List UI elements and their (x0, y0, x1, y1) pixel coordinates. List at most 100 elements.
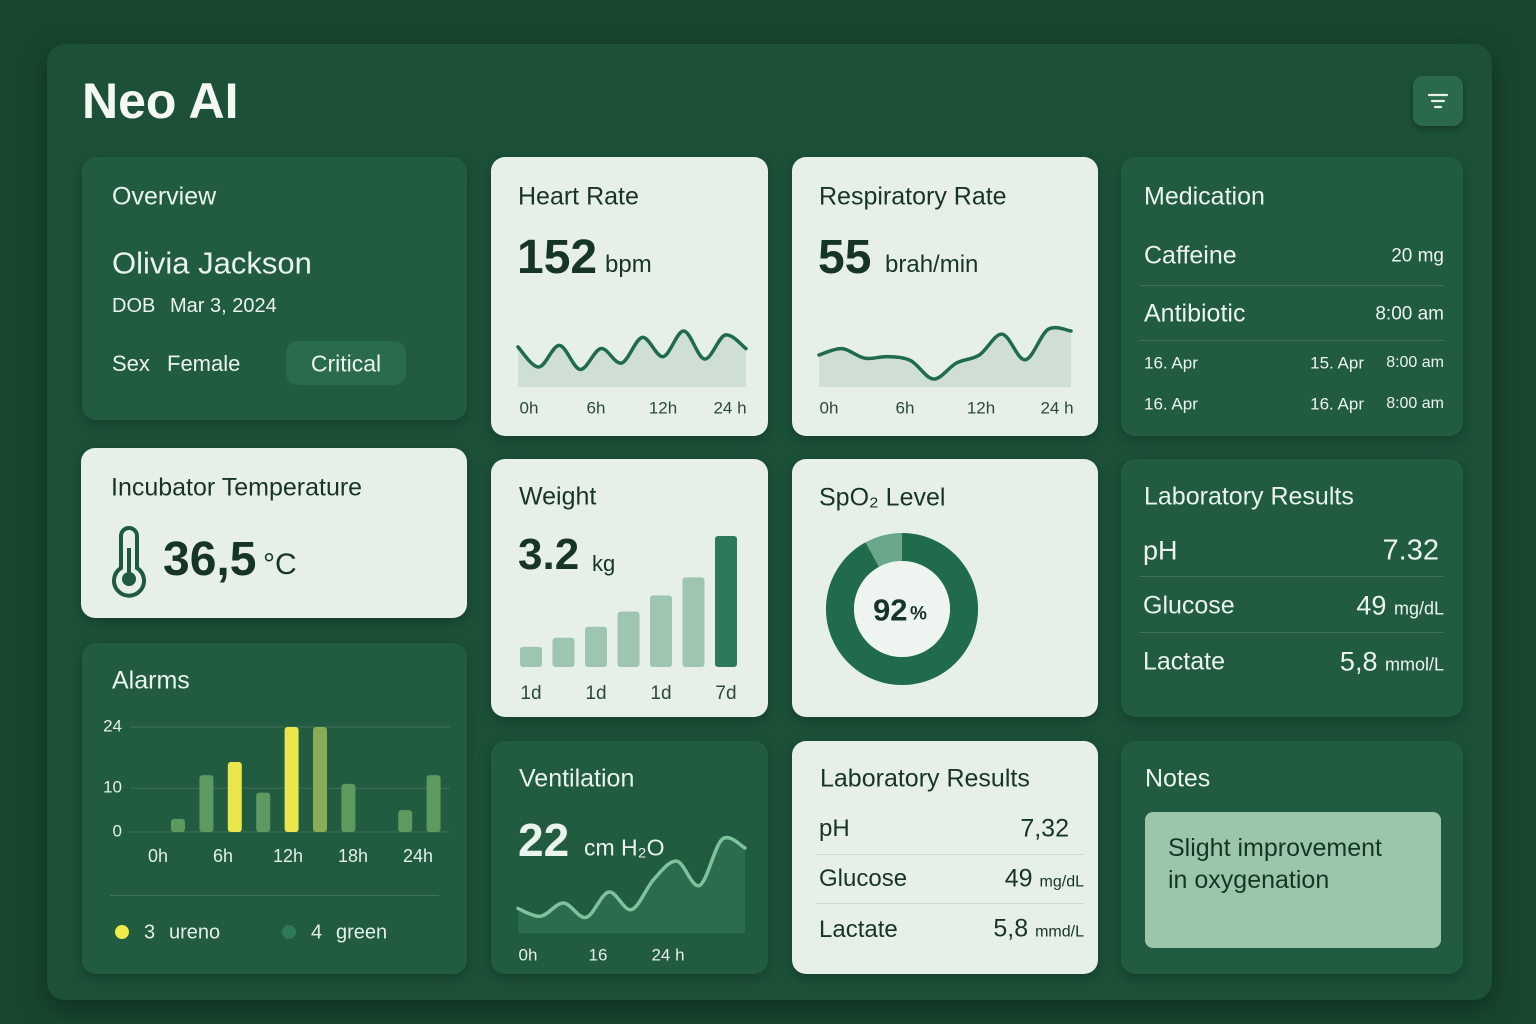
schedule-date: 15. Apr (1310, 353, 1364, 373)
status-pill (286, 341, 406, 385)
card-title: Ventilation (519, 764, 635, 793)
separator (1139, 632, 1444, 633)
bar (520, 646, 542, 667)
lab-value: 49 (1356, 590, 1387, 621)
bar (682, 577, 705, 667)
app-title: Neo AI (82, 73, 239, 129)
alarms-chart: 0 10 24 0h 6h 12h 18h 24h 3 ureno 4 green (103, 716, 450, 943)
card-title: Incubator Temperature (111, 473, 363, 502)
lab-name: Lactate (1143, 647, 1226, 676)
bar (313, 727, 327, 832)
lab-results-card: Laboratory Results pH 7,32 Glucose 49 mg… (792, 741, 1098, 974)
spo2-unit: % (910, 603, 927, 625)
status: Critical (310, 350, 382, 377)
lab-value-group: 49 mg/dL (1356, 590, 1444, 621)
separator (110, 895, 439, 896)
weight-card: Weight 3.2 kg 1d 1d 1d 7d (491, 459, 768, 717)
card-title: Alarms (112, 666, 190, 695)
card-title: Overview (112, 182, 217, 211)
medication-detail: 20 mg (1391, 245, 1444, 267)
x-tick-label: 12h (967, 398, 995, 417)
lab-value: 7.32 (1382, 534, 1439, 567)
bar (256, 792, 271, 832)
separator (1139, 285, 1444, 286)
legend-dot (282, 925, 296, 939)
dob: Mar 3, 2024 (170, 295, 277, 317)
line (817, 325, 1073, 381)
x-tick-label: 1d (585, 683, 606, 704)
ventilation-value: 22 (518, 814, 570, 866)
bar (585, 626, 607, 667)
thermometer-icon (112, 526, 146, 598)
line (516, 835, 747, 920)
area-fill (819, 327, 1071, 387)
lab-name: Glucose (819, 865, 908, 892)
card-title: Laboratory Results (820, 764, 1030, 793)
x-tick-label: 24 h (713, 398, 746, 417)
notes-card: Notes Slight improvement in oxygenation (1121, 741, 1463, 974)
x-tick-label: 7d (715, 683, 736, 704)
y-tick-label: 24 (103, 716, 122, 735)
ventilation-chart: 0h 16 24 h (516, 835, 747, 964)
note-text: Slight improvement in oxygenation (1168, 834, 1382, 894)
x-tick-label: 12h (273, 846, 303, 866)
respiratory-unit: brah/min (885, 251, 979, 278)
separator (816, 903, 1084, 904)
lab-name: Glucose (1143, 591, 1235, 620)
card-title: Notes (1145, 764, 1211, 793)
separator (816, 854, 1084, 855)
respiratory-value: 55 (818, 231, 872, 284)
x-tick-label: 6h (896, 398, 915, 417)
menu-button[interactable] (1413, 76, 1463, 126)
card-title: Heart Rate (518, 182, 639, 211)
heart-rate-value: 152 (517, 231, 598, 284)
x-tick-label: 24 h (1040, 398, 1073, 417)
x-tick-label: 0h (520, 398, 539, 417)
spo2-card: SpO₂ Level 92 % (792, 459, 1098, 717)
card-title: Weight (519, 482, 597, 511)
menu-icon (1427, 93, 1449, 109)
bar (398, 810, 413, 832)
lab-unit: mmol/L (1384, 654, 1444, 675)
lab-value: 5,8 (1339, 646, 1378, 677)
schedule-date: 16. Apr (1144, 353, 1198, 373)
lab-value: 49 (1004, 864, 1033, 893)
x-tick-label: 0h (148, 846, 168, 866)
weight-value: 3.2 (518, 530, 580, 579)
separator (1139, 576, 1444, 577)
card-title: SpO₂ Level (819, 483, 946, 512)
lab-results-card: Laboratory Results pH 7.32 Glucose 49 mg… (1121, 459, 1463, 717)
heart-rate-chart: 0h 6h 12h 24 h (516, 329, 748, 417)
schedule-date: 16. Apr (1310, 394, 1364, 414)
lab-value-group: 5,8 mmd/L (993, 914, 1084, 943)
lab-unit: mmd/L (1035, 923, 1084, 941)
dob-label: DOB (112, 295, 156, 317)
spo2-gauge (826, 533, 978, 685)
x-tick-label: 24h (403, 846, 433, 866)
alarms-card: Alarms 0 10 24 0h 6h 12h 18h 24h 3 ureno 4 green (82, 643, 467, 974)
bar (227, 762, 242, 832)
bar (199, 775, 214, 832)
incubator-card: Incubator Temperature 36,5 °C (81, 448, 467, 618)
card-title: Medication (1144, 182, 1265, 211)
lab-name: Lactate (819, 916, 898, 943)
patient-name: Olivia Jackson (112, 245, 312, 281)
weight-unit: kg (592, 551, 616, 576)
ventilation-card: Ventilation 22 cm H₂O 0h 16 24 h (491, 741, 768, 974)
x-tick-label: 1d (520, 683, 541, 704)
bar (617, 611, 640, 667)
weight-chart: 1d 1d 1d 7d (520, 536, 737, 704)
legend-count: 4 (311, 921, 322, 943)
x-tick-label: 6h (213, 846, 233, 866)
spo2-value: 92 (873, 592, 908, 628)
area-fill (518, 330, 746, 387)
lab-value: 5,8 (993, 914, 1029, 943)
sex: Female (167, 351, 241, 376)
lab-unit: mg/dL (1039, 873, 1084, 891)
lab-unit: mg/dL (1393, 598, 1444, 619)
separator (1139, 340, 1444, 341)
x-tick-label: 0h (519, 945, 538, 964)
medication-name: Antibiotic (1144, 299, 1246, 328)
lab-name: pH (1143, 535, 1178, 566)
x-tick-label: 12h (649, 398, 677, 417)
